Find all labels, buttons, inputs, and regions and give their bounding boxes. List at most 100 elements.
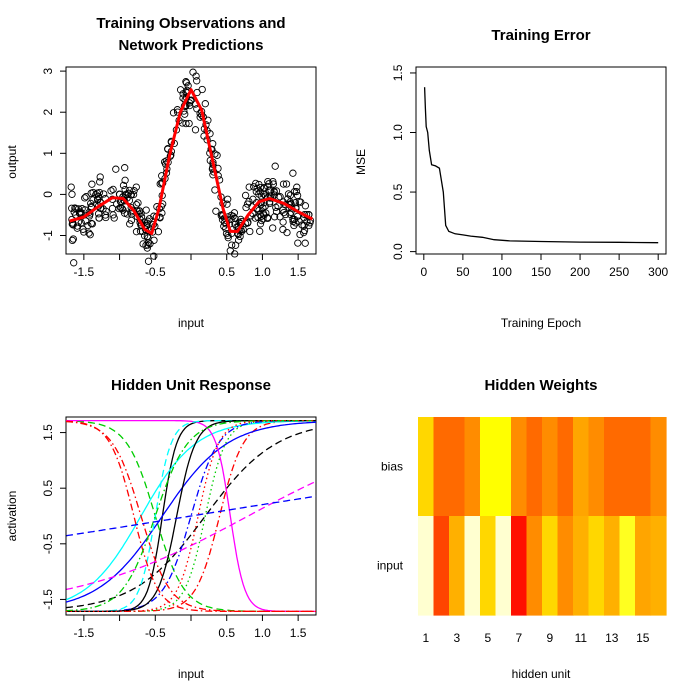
observation-point — [229, 212, 237, 220]
panel-training-error: Training Error 0 50 100 150 200 250 300 0.0 0.5… — [354, 27, 669, 330]
observation-point — [281, 210, 290, 219]
hidden-unit-curve-5 — [65, 420, 316, 601]
observation-point — [96, 178, 104, 186]
observation-point — [224, 231, 232, 240]
mse-line — [423, 87, 659, 244]
heatmap-cell-input-12 — [588, 516, 605, 616]
observation-point — [279, 180, 288, 188]
panel1-xlabel: input — [178, 316, 205, 330]
observation-point — [249, 195, 257, 203]
panel3-y-axis: -1.5 -0.5 0.5 1.5 — [41, 424, 67, 610]
hidden-unit-curve-14 — [65, 420, 316, 613]
heatmap-cell-bias-3 — [449, 417, 466, 517]
observation-point — [107, 187, 115, 195]
observation-point — [198, 85, 206, 94]
observation-point — [132, 200, 141, 209]
observation-point — [295, 217, 303, 225]
panel2-x-tick-label: 250 — [609, 265, 629, 279]
observation-point — [68, 204, 76, 212]
column-label: 5 — [484, 631, 491, 645]
observation-point — [213, 151, 221, 159]
heatmap-cell-input-11 — [573, 516, 590, 616]
heatmap-cell-bias-5 — [480, 417, 497, 517]
observation-point — [121, 164, 129, 172]
panel1-title-line1: Training Observations and — [96, 15, 285, 32]
observation-point — [140, 232, 149, 240]
observation-point — [286, 191, 295, 199]
observation-point — [201, 100, 209, 108]
heatmap-cell-bias-2 — [433, 417, 450, 517]
observation-point — [182, 78, 190, 86]
observation-point — [88, 180, 96, 188]
panel4-xlabel: hidden unit — [512, 667, 571, 681]
observation-point — [129, 190, 138, 199]
observation-point — [81, 194, 89, 202]
heatmap-cell-input-6 — [495, 516, 512, 616]
panel2-xlabel: Training Epoch — [501, 316, 581, 330]
panel3-title: Hidden Unit Response — [111, 377, 271, 394]
observation-point — [223, 200, 231, 208]
observation-point — [70, 259, 78, 267]
observation-point — [261, 202, 269, 210]
observation-point — [71, 204, 79, 212]
observation-point — [143, 232, 151, 241]
panel2-y-tick-label: 1.5 — [391, 64, 405, 81]
prediction-line — [69, 88, 314, 235]
observation-point — [301, 202, 310, 210]
observation-point — [95, 214, 103, 222]
observation-point — [87, 199, 95, 208]
hidden-unit-curve-16 — [65, 495, 317, 537]
panel4-heatmap — [418, 417, 667, 616]
observation-point — [82, 193, 90, 201]
observation-point — [181, 110, 189, 118]
observation-point — [263, 214, 272, 223]
observation-point — [75, 209, 84, 218]
observation-point — [191, 126, 200, 134]
observation-point — [189, 68, 197, 76]
panel2-x-tick-label: 100 — [492, 265, 512, 279]
observation-point — [136, 227, 145, 235]
panel3-x-tick-label: 0.5 — [218, 626, 235, 640]
column-label: 3 — [453, 631, 460, 645]
heatmap-cell-input-9 — [542, 516, 559, 616]
observation-point — [300, 228, 308, 237]
panel2-x-tick-label: 150 — [531, 265, 551, 279]
observation-point — [272, 187, 281, 195]
observation-point — [272, 207, 281, 216]
observation-point — [72, 205, 80, 213]
panel2-x-axis: 0 50 100 150 200 250 300 — [420, 253, 669, 279]
panel1-x-tick-label: -0.5 — [145, 265, 166, 279]
panel4-title: Hidden Weights — [484, 377, 597, 394]
heatmap-cell-input-4 — [464, 516, 481, 616]
panel3-y-tick-label: 0.5 — [41, 480, 55, 497]
observation-point — [241, 191, 250, 200]
observation-point — [134, 199, 142, 207]
panel2-x-tick-label: 50 — [456, 265, 470, 279]
observation-point — [150, 252, 158, 260]
panel1-prediction — [69, 88, 314, 235]
observation-point — [67, 183, 75, 191]
observation-point — [119, 181, 128, 190]
observation-point — [185, 119, 193, 128]
heatmap-cell-bias-8 — [526, 417, 543, 517]
observation-point — [228, 241, 236, 249]
panel3-xlabel: input — [178, 667, 205, 681]
column-label: 9 — [546, 631, 553, 645]
observation-point — [291, 199, 300, 207]
observation-point — [154, 228, 163, 236]
observation-point — [245, 183, 253, 191]
observation-point — [270, 213, 279, 221]
heatmap-cell-bias-1 — [418, 417, 435, 517]
panel1-y-tick-label: 1 — [41, 150, 55, 157]
observation-point — [256, 183, 265, 192]
panel3-curves — [65, 419, 317, 613]
panel1-y-tick-label: 0 — [41, 191, 55, 198]
column-label: 1 — [422, 631, 429, 645]
observation-point — [212, 207, 220, 215]
observation-point — [182, 79, 191, 87]
row-label-input: input — [377, 559, 404, 573]
observation-point — [110, 214, 118, 222]
panel-hidden-unit-response: Hidden Unit Response -1.5 -0.5 0.5 1.0 1.5 -… — [5, 377, 317, 681]
